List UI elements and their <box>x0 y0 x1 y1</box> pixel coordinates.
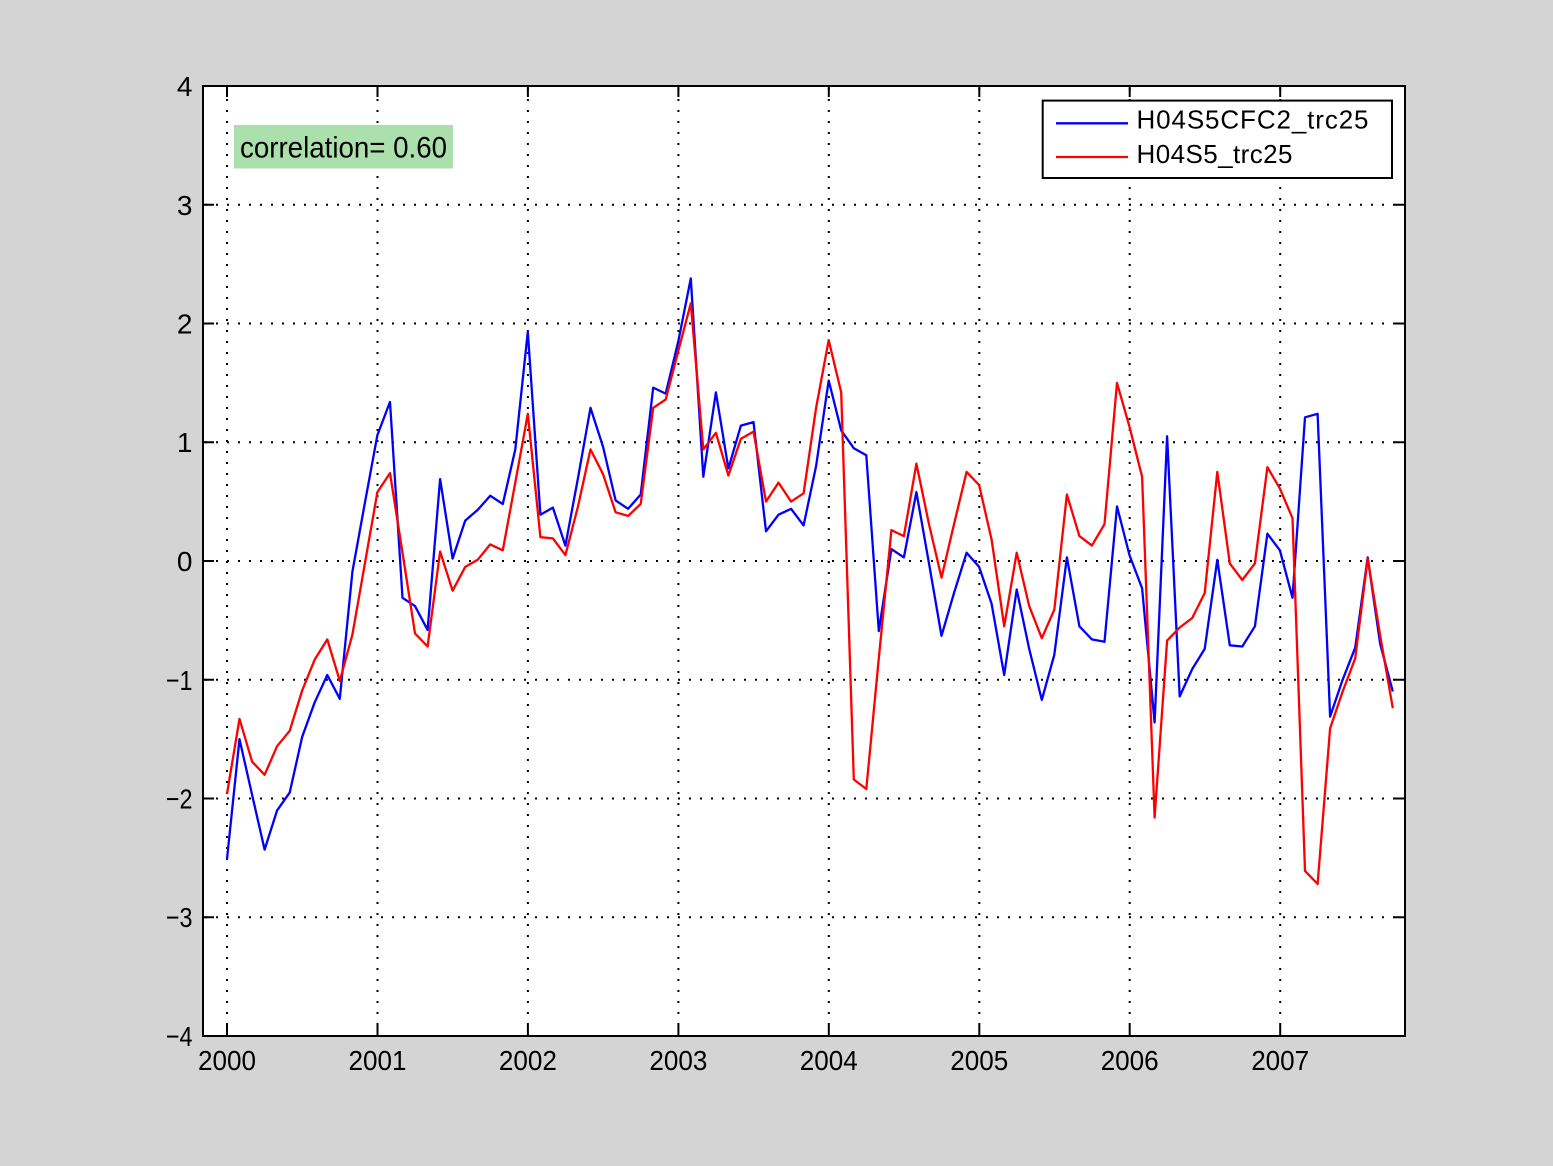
svg-text:−4: −4 <box>166 1021 193 1052</box>
svg-text:2002: 2002 <box>499 1045 557 1076</box>
svg-text:2003: 2003 <box>649 1045 707 1076</box>
svg-text:2005: 2005 <box>950 1045 1008 1076</box>
svg-text:0: 0 <box>177 546 193 577</box>
svg-text:−3: −3 <box>166 902 193 933</box>
svg-text:1: 1 <box>177 427 193 458</box>
svg-text:2004: 2004 <box>800 1045 858 1076</box>
svg-text:2007: 2007 <box>1251 1045 1309 1076</box>
svg-text:3: 3 <box>177 190 193 221</box>
svg-text:4: 4 <box>177 71 193 102</box>
svg-text:H04S5CFC2_trc25: H04S5CFC2_trc25 <box>1137 104 1369 134</box>
svg-text:−1: −1 <box>166 665 193 696</box>
svg-text:−2: −2 <box>166 784 193 815</box>
svg-text:H04S5_trc25: H04S5_trc25 <box>1137 139 1293 169</box>
svg-text:2006: 2006 <box>1101 1045 1159 1076</box>
svg-text:2001: 2001 <box>349 1045 407 1076</box>
svg-text:2: 2 <box>177 309 193 340</box>
svg-text:2000: 2000 <box>198 1045 256 1076</box>
svg-text:correlation= 0.60: correlation= 0.60 <box>240 132 447 165</box>
